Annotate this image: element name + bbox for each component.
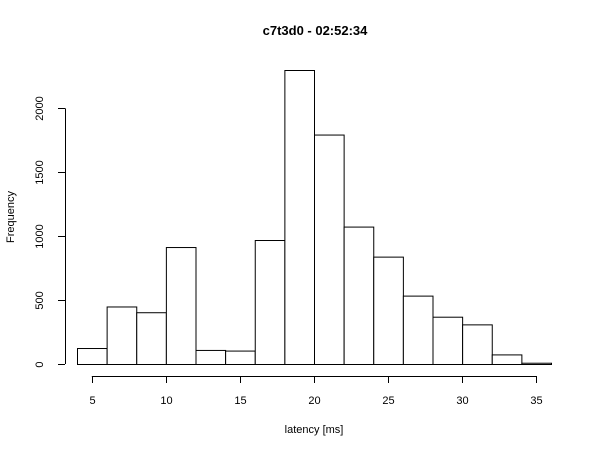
y-tick-label-1500: 1500: [34, 160, 46, 184]
y-axis: 0 500 1000 1500 2000: [34, 96, 66, 368]
x-tick-label-10: 10: [160, 395, 172, 407]
histogram-bar-9: [343, 226, 375, 365]
histogram-bar-0: [77, 348, 108, 365]
histogram-bar-11: [402, 295, 434, 365]
x-tick-label-20: 20: [308, 395, 320, 407]
histogram-bar-1: [106, 306, 138, 366]
histogram-bar-10: [373, 256, 404, 366]
chart-title: c7t3d0 - 02:52:34: [263, 23, 369, 38]
histogram-bar-14: [491, 354, 523, 366]
histogram-bar-15: [521, 362, 552, 366]
x-tick-label-30: 30: [456, 395, 468, 407]
y-axis-label: Frequency: [5, 191, 17, 243]
x-tick-label-35: 35: [530, 395, 542, 407]
x-axis: 5 10 15 20 25 30 35: [89, 376, 543, 407]
histogram-bar-2: [136, 312, 167, 366]
histogram-bar-6: [254, 240, 286, 365]
x-tick-label-5: 5: [89, 395, 95, 407]
histogram-bar-12: [432, 316, 464, 365]
histogram-bar-3: [165, 247, 197, 365]
histogram-bar-7: [284, 70, 315, 365]
x-axis-label: latency [ms]: [285, 424, 344, 436]
histogram-bars: [77, 70, 552, 366]
y-tick-label-0: 0: [34, 361, 46, 367]
x-tick-label-15: 15: [234, 395, 246, 407]
y-tick-label-500: 500: [34, 291, 46, 309]
x-tick-label-25: 25: [382, 395, 394, 407]
y-tick-label-2000: 2000: [34, 96, 46, 120]
y-tick-label-1000: 1000: [34, 224, 46, 248]
histogram-bar-4: [195, 349, 227, 365]
histogram-bar-5: [225, 350, 256, 365]
histogram-bar-8: [314, 134, 345, 365]
histogram-bar-13: [462, 324, 493, 365]
